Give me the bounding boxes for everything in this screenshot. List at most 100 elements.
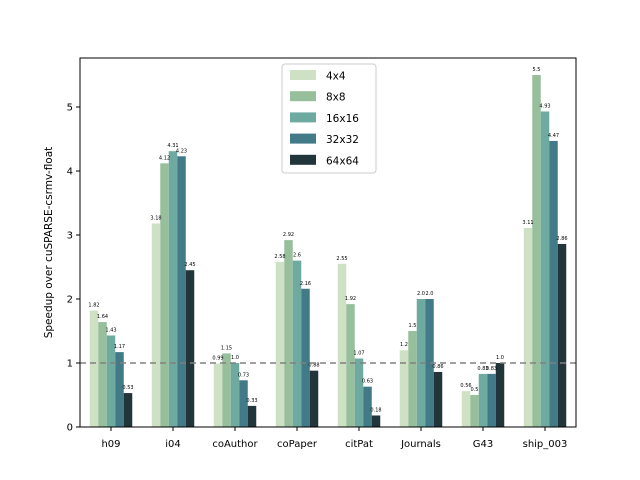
bar-4x4-coPaper (275, 261, 285, 427)
y-tick-label: 3 (67, 231, 73, 242)
y-tick-label: 4 (67, 167, 73, 178)
x-tick-label-citPat: citPat (345, 439, 373, 450)
data-label-4x4-ship_003: 3.11 (522, 220, 533, 226)
bar-32x32-coPaper (301, 288, 310, 427)
bar-64x64-coPaper (309, 370, 319, 427)
bar-4x4-Journals (399, 350, 409, 427)
x-tick-label-Journals: Journals (400, 439, 441, 450)
legend-swatch-16x16 (290, 112, 316, 123)
bar-4x4-ship_003 (523, 227, 533, 427)
legend-label-16x16: 16x16 (326, 113, 359, 125)
data-label-16x16-ship_003: 4.93 (539, 103, 550, 109)
y-tick-label: 1 (67, 359, 73, 370)
data-label-8x8-citPat: 1.92 (345, 296, 356, 302)
bars-group (89, 75, 567, 428)
bar-32x32-citPat (363, 386, 372, 427)
bar-8x8-citPat (346, 304, 355, 427)
legend-label-64x64: 64x64 (326, 155, 359, 167)
bar-32x32-coAuthor (239, 380, 248, 427)
data-label-16x16-G43: 0.83 (477, 366, 488, 372)
bar-16x16-G43 (478, 373, 488, 427)
data-label-4x4-coAuthor: 0.99 (212, 356, 223, 362)
data-label-8x8-coAuthor: 1.15 (221, 345, 232, 351)
bar-4x4-G43 (461, 391, 471, 427)
legend-swatch-32x32 (290, 133, 316, 144)
bar-64x64-citPat (371, 415, 381, 427)
bar-16x16-i04 (168, 151, 178, 427)
data-label-32x32-h09: 1.17 (114, 344, 125, 350)
bar-32x32-G43 (487, 373, 496, 427)
data-label-4x4-G43: 0.56 (460, 383, 471, 389)
legend-swatch-8x8 (290, 91, 316, 102)
legend-swatch-64x64 (290, 154, 316, 165)
bar-8x8-h09 (98, 322, 107, 427)
data-label-32x32-coPaper: 2.16 (300, 281, 311, 287)
x-tick-label-coAuthor: coAuthor (212, 439, 258, 450)
data-label-64x64-Journals: 0.86 (432, 364, 443, 370)
data-label-4x4-coPaper: 2.58 (274, 254, 285, 260)
data-labels-group: 1.82 1.64 1.43 1.17 0.53 3.18 4.12 4.314.23 2.45… (88, 67, 567, 413)
x-tick-label-ship_003: ship_003 (523, 439, 568, 450)
data-label-32x32-Journals: 2.0 (426, 291, 434, 297)
bar-16x16-citPat (354, 358, 364, 427)
data-label-4x4-i04: 3.18 (150, 215, 161, 221)
data-label-4x4-Journals: 1.2 (400, 342, 408, 348)
bar-4x4-coAuthor (213, 363, 223, 427)
data-label-64x64-ship_003: 2.86 (556, 236, 567, 242)
data-label-8x8-coPaper: 2.92 (283, 232, 294, 238)
data-label-8x8-ship_003: 5.5 (533, 67, 541, 73)
bar-4x4-i04 (151, 223, 161, 427)
bar-8x8-i04 (160, 163, 169, 427)
data-label-64x64-h09: 0.53 (122, 385, 133, 391)
bar-4x4-h09 (89, 310, 99, 427)
bar-64x64-G43 (495, 363, 505, 427)
bar-8x8-Journals (408, 331, 417, 427)
data-label-64x64-coAuthor: 0.33 (246, 398, 257, 404)
data-label-32x32-G43: 0.83 (486, 366, 497, 372)
bar-64x64-coAuthor (247, 405, 257, 427)
data-label-16x16-i04: 4.31 (167, 143, 178, 149)
data-label-8x8-Journals: 1.5 (409, 323, 417, 329)
x-tick-label-i04: i04 (165, 439, 181, 450)
bar-8x8-ship_003 (532, 75, 541, 427)
data-label-32x32-ship_003: 4.47 (548, 133, 559, 139)
legend: 4x4 8x8 16x16 32x32 64x64 (281, 63, 377, 174)
data-label-16x16-coAuthor: 1.0 (231, 355, 239, 361)
x-tick-label-G43: G43 (473, 439, 493, 450)
data-label-8x8-i04: 4.12 (159, 155, 170, 161)
bar-8x8-G43 (470, 395, 479, 427)
x-axis: h09 i04 coAuthor coPaper citPat Journals G43 sh… (101, 427, 567, 450)
data-label-64x64-G43: 1.0 (496, 355, 504, 361)
bar-32x32-h09 (115, 352, 124, 427)
x-tick-label-h09: h09 (101, 439, 120, 450)
data-label-4x4-citPat: 2.55 (336, 256, 347, 262)
data-label-64x64-citPat: 0.18 (370, 407, 381, 413)
data-label-64x64-i04: 2.45 (184, 262, 195, 268)
y-axis: 0 1 2 3 4 5 (67, 103, 80, 434)
bar-4x4-citPat (337, 263, 347, 427)
bar-64x64-i04 (185, 270, 195, 427)
data-label-16x16-citPat: 1.07 (353, 351, 364, 357)
data-label-4x4-h09: 1.82 (88, 303, 99, 309)
bar-64x64-Journals (433, 371, 443, 427)
y-tick-label: 0 (67, 423, 73, 434)
bar-16x16-coPaper (292, 260, 302, 427)
legend-label-32x32: 32x32 (326, 134, 359, 146)
bar-32x32-ship_003 (549, 140, 558, 428)
data-label-64x64-coPaper: 0.88 (308, 363, 319, 369)
data-label-16x16-Journals: 2.0 (417, 291, 425, 297)
bar-64x64-ship_003 (557, 243, 567, 427)
data-label-8x8-h09: 1.64 (97, 314, 108, 320)
data-label-16x16-h09: 1.43 (105, 327, 116, 333)
data-label-16x16-coPaper: 2.6 (293, 253, 301, 259)
bar-16x16-h09 (106, 335, 116, 427)
legend-swatch-4x4 (290, 70, 316, 80)
bar-32x32-Journals (425, 299, 434, 427)
plot-frame (79, 57, 577, 428)
data-label-32x32-i04: 4.23 (176, 148, 187, 154)
y-axis-title: Speedup over cuSPARSE-csrmv-float (43, 147, 55, 339)
legend-label-4x4: 4x4 (326, 71, 346, 83)
data-label-32x32-coAuthor: 0.73 (238, 372, 249, 378)
x-tick-label-coPaper: coPaper (277, 439, 318, 450)
